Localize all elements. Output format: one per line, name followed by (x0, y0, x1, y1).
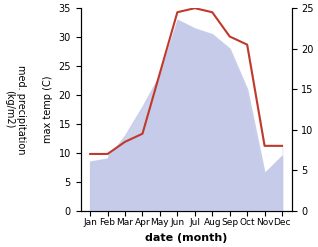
X-axis label: date (month): date (month) (145, 233, 227, 243)
Y-axis label: max temp (C): max temp (C) (43, 76, 53, 143)
Y-axis label: med. precipitation
(kg/m2): med. precipitation (kg/m2) (4, 65, 26, 154)
